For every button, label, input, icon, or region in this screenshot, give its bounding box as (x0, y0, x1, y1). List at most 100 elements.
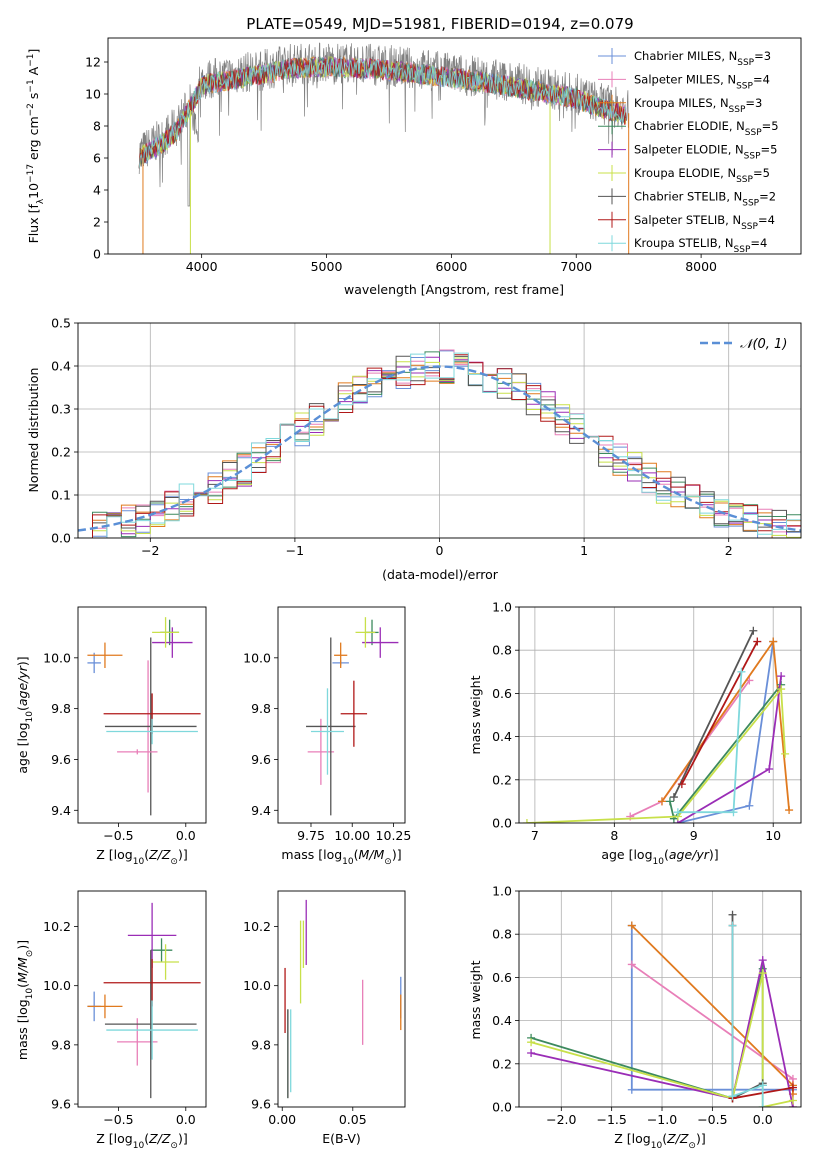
mass-weight-point (758, 1103, 767, 1107)
legend-label-salpeter_stelib: Salpeter STELIB, NSSP=4 (634, 213, 775, 232)
y-tick-label: 9.4 (51, 803, 71, 818)
legend-label-salpeter_elodie: Salpeter ELODIE, NSSP=5 (634, 143, 777, 162)
x-tick-label: 4000 (186, 259, 218, 274)
y-tick-label: 0.2 (51, 445, 71, 460)
legend-label-chabrier_elodie: Chabrier ELODIE, NSSP=5 (634, 119, 779, 138)
y-tick-label: 10 (85, 87, 101, 102)
age_vs_mass-axes: 9.75 10.00 10.25 9.4 9.6 9.8 10.0 mass [log10(M… (243, 606, 411, 867)
x-tick-label: −0.5 (103, 1112, 133, 1127)
label-part: Salpeter ELODIE, N (634, 143, 744, 157)
y-tick-label: 9.6 (251, 752, 271, 767)
label-part: ⊙ (170, 857, 178, 867)
mass-weight-point (657, 797, 666, 806)
residuals-plot-area (78, 323, 801, 538)
y-tick-label: 9.8 (51, 701, 71, 716)
y-tick-label: 0.6 (492, 970, 512, 985)
y-tick-label: 0.5 (51, 316, 71, 331)
mass-weight-point (758, 969, 767, 978)
mass-weight-point (522, 819, 531, 823)
label-part: ( (662, 1131, 667, 1146)
label-part: SSP (734, 245, 751, 255)
label-part: ( (144, 1131, 149, 1146)
label-part: 10 (651, 1141, 663, 1151)
x-axis-label: Z [log10(Z/Z⊙)] (614, 1131, 705, 1151)
label-part: =4 (758, 213, 775, 227)
label-part: =3 (745, 96, 762, 110)
age_vs_mass-plot-area (306, 617, 399, 816)
mass-weight-point (777, 685, 786, 694)
mass_vs_Z-plot-area (87, 902, 201, 1099)
mass-weight-point (788, 1096, 797, 1105)
y-axis-label: mass weight (468, 675, 483, 754)
label-part: )] (178, 847, 188, 862)
x-tick-label: 0.00 (268, 1112, 296, 1127)
label-part: )] (392, 847, 402, 862)
mass_vs_ebv-frame (277, 890, 406, 1108)
label-part: M/M (359, 847, 385, 862)
label-part: =5 (753, 166, 770, 180)
y-tick-label: 10.0 (43, 650, 71, 665)
mass-weight-point (781, 749, 790, 758)
x-tick-label: 7 (531, 828, 539, 843)
mass-weight-point (758, 956, 767, 965)
label-part: =4 (753, 72, 770, 86)
y-tick-label: 0.3 (51, 402, 71, 417)
label-part: Kroupa MILES, N (634, 96, 729, 110)
x-tick-label: −0.5 (697, 1112, 727, 1127)
model-spectrum-kroupa_stelib (138, 57, 627, 169)
y-tick-label: 0.4 (492, 1013, 512, 1028)
label-part: )] (15, 656, 30, 666)
y-tick-label: 9.8 (51, 1037, 71, 1052)
label-part: erg cm (26, 116, 41, 164)
label-part: Chabrier MILES, N (634, 49, 737, 63)
mass-weight-point (758, 1081, 767, 1090)
label-part: ⊙ (384, 857, 392, 867)
y-tick-label: 10.0 (243, 650, 271, 665)
label-part: 10 (133, 857, 145, 867)
y-tick-label: 0.0 (51, 531, 71, 546)
x-tick-label: −1.0 (647, 1112, 677, 1127)
x-tick-label: −2 (141, 543, 159, 558)
mass-weight-point (765, 765, 774, 773)
mass-weight-point (627, 960, 636, 969)
label-part: mass [log (281, 847, 342, 862)
label-part: =4 (750, 236, 767, 250)
mass-weight-point (745, 801, 754, 810)
label-part: Z/Z (666, 1131, 689, 1146)
mass-weight-point (729, 808, 738, 817)
label-part: E(B-V) (322, 1131, 361, 1146)
label-part: 10 (26, 183, 41, 199)
massweight_vs_Z-axes: −2.0 −1.5 −1.0 −0.5 0.0 0.0 0.2 0.4 0.6 0.8 1.0 Z [… (468, 884, 802, 1151)
y-tick-label: 0.0 (492, 816, 512, 831)
residuals-frame (77, 322, 802, 539)
y-tick-label: 9.6 (51, 1097, 71, 1112)
label-part: age/yr (15, 665, 30, 706)
x-axis-label: E(B-V) (322, 1131, 361, 1146)
y-axis-label: mass [log10(M/M⊙)] (15, 940, 35, 1060)
label-part: SSP (736, 175, 753, 185)
mass-weight-point (669, 793, 678, 802)
x-tick-label: 10 (765, 828, 781, 843)
label-part: age [log (15, 722, 30, 773)
label-part: 10 (342, 857, 354, 867)
y-tick-label: 4 (93, 183, 101, 198)
x-tick-label: −0.5 (103, 828, 133, 843)
y-tick-label: 10.0 (43, 978, 71, 993)
y-axis-label: Flux [fλ10−17 erg cm−2 s−1 A−1] (26, 49, 46, 244)
x-axis-label: age [log10(age/yr)] (601, 847, 718, 867)
mass-weight-line-chabrier_elodie (669, 684, 782, 821)
label-part: =5 (762, 119, 779, 133)
x-tick-label: 1 (580, 543, 588, 558)
label-part: wavelength [Angstrom, rest frame] (344, 282, 564, 297)
label-part: −2 (26, 103, 36, 116)
y-tick-label: 0.2 (492, 772, 512, 787)
label-part: Chabrier STELIB, N (634, 189, 742, 203)
label-part: ( (15, 983, 30, 988)
massweight_vs_age-plot-area (519, 607, 801, 823)
mass-weight-line-chabrier_stelib (731, 914, 764, 1100)
mass-weight-line-salpeter_stelib (681, 641, 759, 785)
label-part: )] (178, 1131, 188, 1146)
mass-weight-line-chabrier_stelib (673, 630, 755, 798)
label-part: 10 (653, 857, 665, 867)
y-tick-label: 0.0 (492, 1100, 512, 1115)
